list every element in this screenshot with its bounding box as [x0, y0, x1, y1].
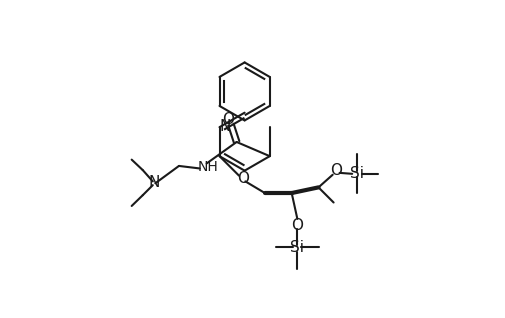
Text: N: N — [220, 119, 231, 134]
Text: O: O — [330, 163, 342, 178]
Text: O: O — [291, 218, 304, 233]
Text: N: N — [148, 175, 160, 190]
Text: O: O — [222, 112, 234, 127]
Text: Si: Si — [350, 166, 364, 181]
Text: Si: Si — [290, 240, 305, 255]
Text: NH: NH — [197, 160, 218, 174]
Text: O: O — [237, 171, 249, 186]
